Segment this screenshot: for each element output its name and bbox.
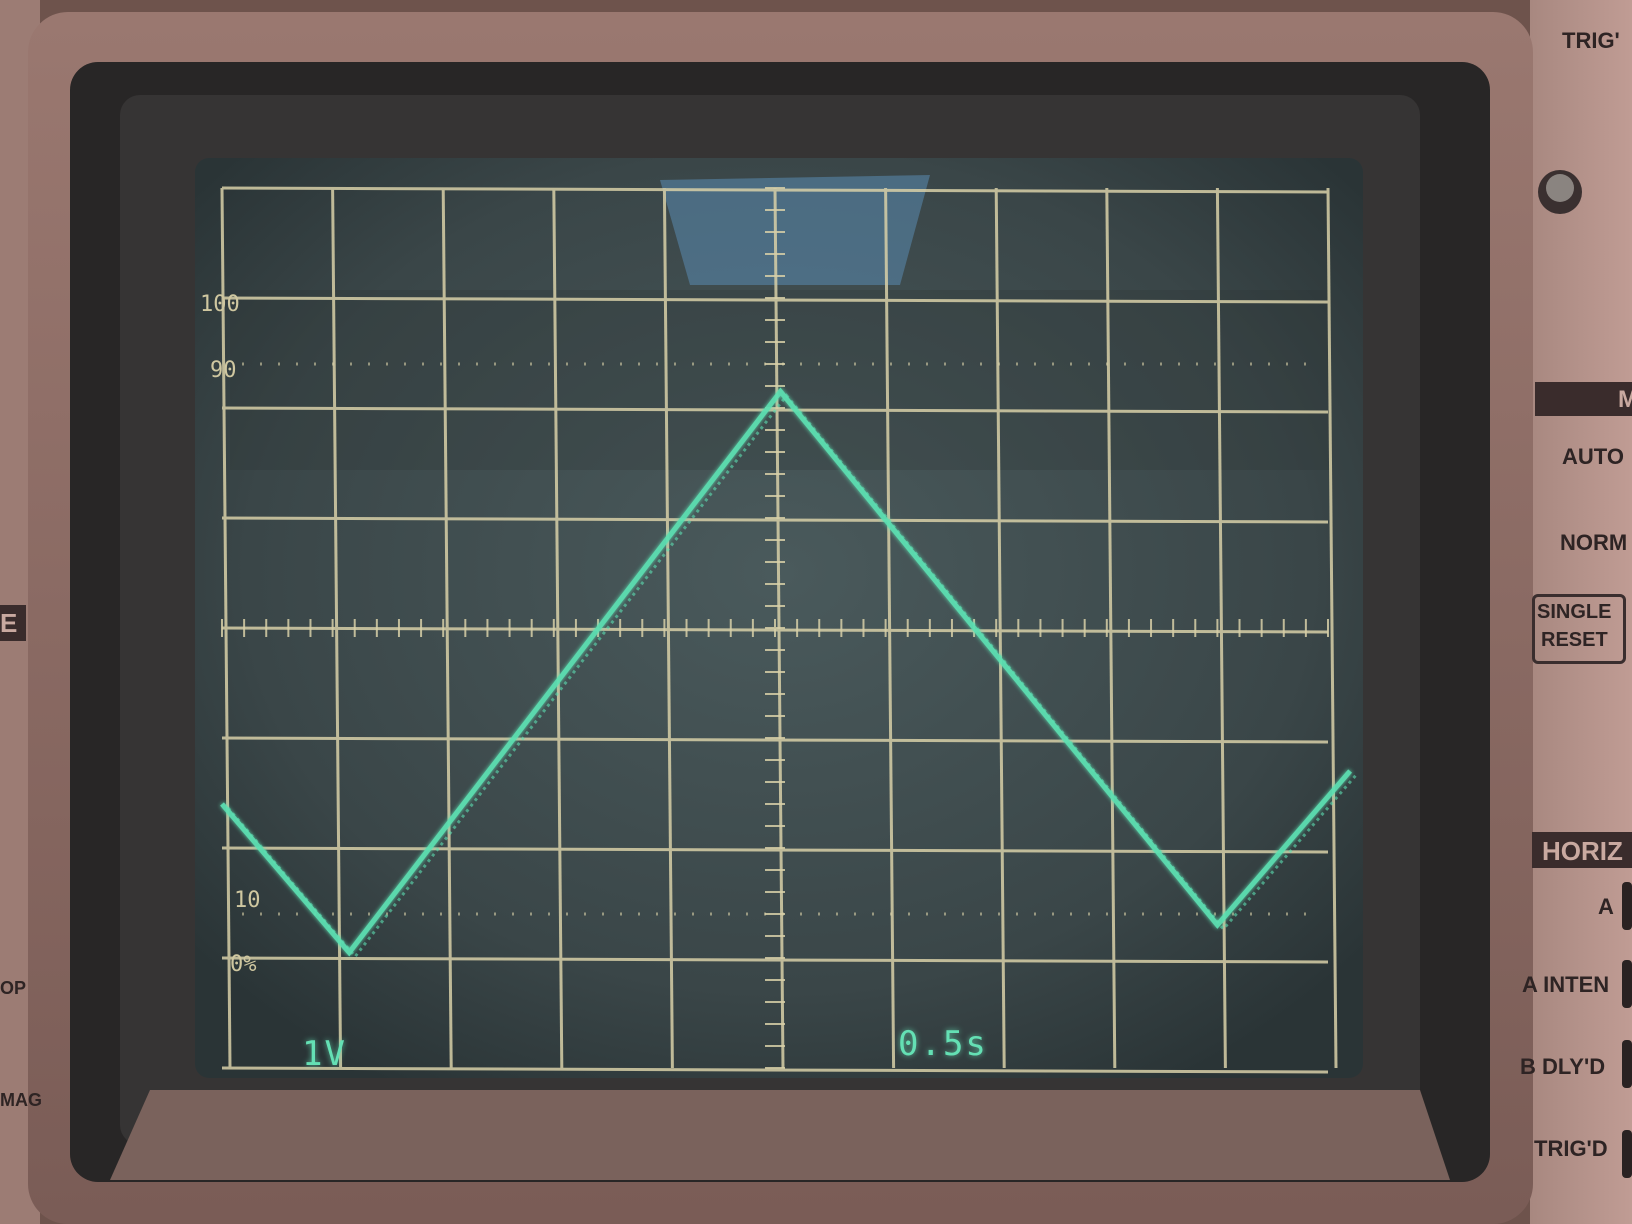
triangle-waveform-trace-echo	[226, 393, 1358, 959]
a-inten-label[interactable]: A INTEN	[1522, 972, 1610, 997]
graticule-hline	[221, 296, 1329, 304]
graticule-hline	[221, 736, 1329, 744]
a-inten-button-edge[interactable]	[1622, 960, 1632, 1008]
graticule-label-10: 10	[234, 888, 261, 913]
b-dlyd-label[interactable]: B DLY'D	[1520, 1054, 1606, 1079]
time-per-div-readout: 0.5s	[898, 1024, 988, 1064]
graticule-hline	[221, 186, 1329, 194]
horiz-a-label[interactable]: A	[1598, 894, 1614, 919]
left-op-fragment: OP	[0, 978, 27, 998]
graticule-hline	[221, 846, 1329, 854]
graticule-vline	[994, 187, 1006, 1069]
left-header-fragment: E	[0, 608, 18, 638]
graticule-label-90: 90	[210, 358, 237, 383]
center-axis-ticks	[221, 187, 1329, 1069]
trigd-indicator-edge	[1622, 1130, 1632, 1178]
mode-header-label: M	[1618, 386, 1632, 413]
graticule-hline	[221, 956, 1329, 964]
mode-header-bar	[1535, 382, 1632, 416]
screen-reflection-band	[230, 290, 1330, 470]
graticule-vline	[662, 187, 674, 1069]
single-reset-button[interactable]: SINGLE RESET	[1532, 594, 1626, 664]
auto-button-label[interactable]: AUTO	[1562, 444, 1624, 469]
horiz-header-bar	[1532, 832, 1632, 868]
graticule-vline	[884, 187, 896, 1069]
norm-button-label[interactable]: NORM	[1560, 530, 1628, 555]
graticule-vline	[1326, 187, 1338, 1069]
graticule-vline	[1215, 187, 1227, 1069]
trigd-label: TRIG'D	[1534, 1136, 1608, 1161]
graticule-vline	[1105, 187, 1117, 1069]
volts-per-div-readout: 1V	[302, 1034, 347, 1074]
graticule-hline	[221, 1066, 1329, 1074]
trig-label: TRIG'	[1562, 28, 1620, 53]
b-dlyd-button-edge[interactable]	[1622, 1040, 1632, 1088]
a-button-edge[interactable]	[1622, 882, 1632, 930]
single-label: SINGLE	[1537, 601, 1612, 623]
screen-reflection	[660, 175, 930, 285]
left-mag-fragment: MAG	[0, 1090, 42, 1110]
left-header-bar	[0, 605, 26, 641]
panel-screw-head	[1546, 174, 1574, 202]
reset-label: RESET	[1541, 629, 1608, 651]
horiz-header-label: HORIZ	[1542, 836, 1623, 866]
graticule-label-100: 100	[200, 292, 240, 317]
graticule-hline	[221, 516, 1329, 524]
graticule-label-0: 0%	[230, 952, 257, 977]
bezel-lip	[110, 1090, 1450, 1180]
triangle-waveform-trace	[220, 387, 1352, 957]
